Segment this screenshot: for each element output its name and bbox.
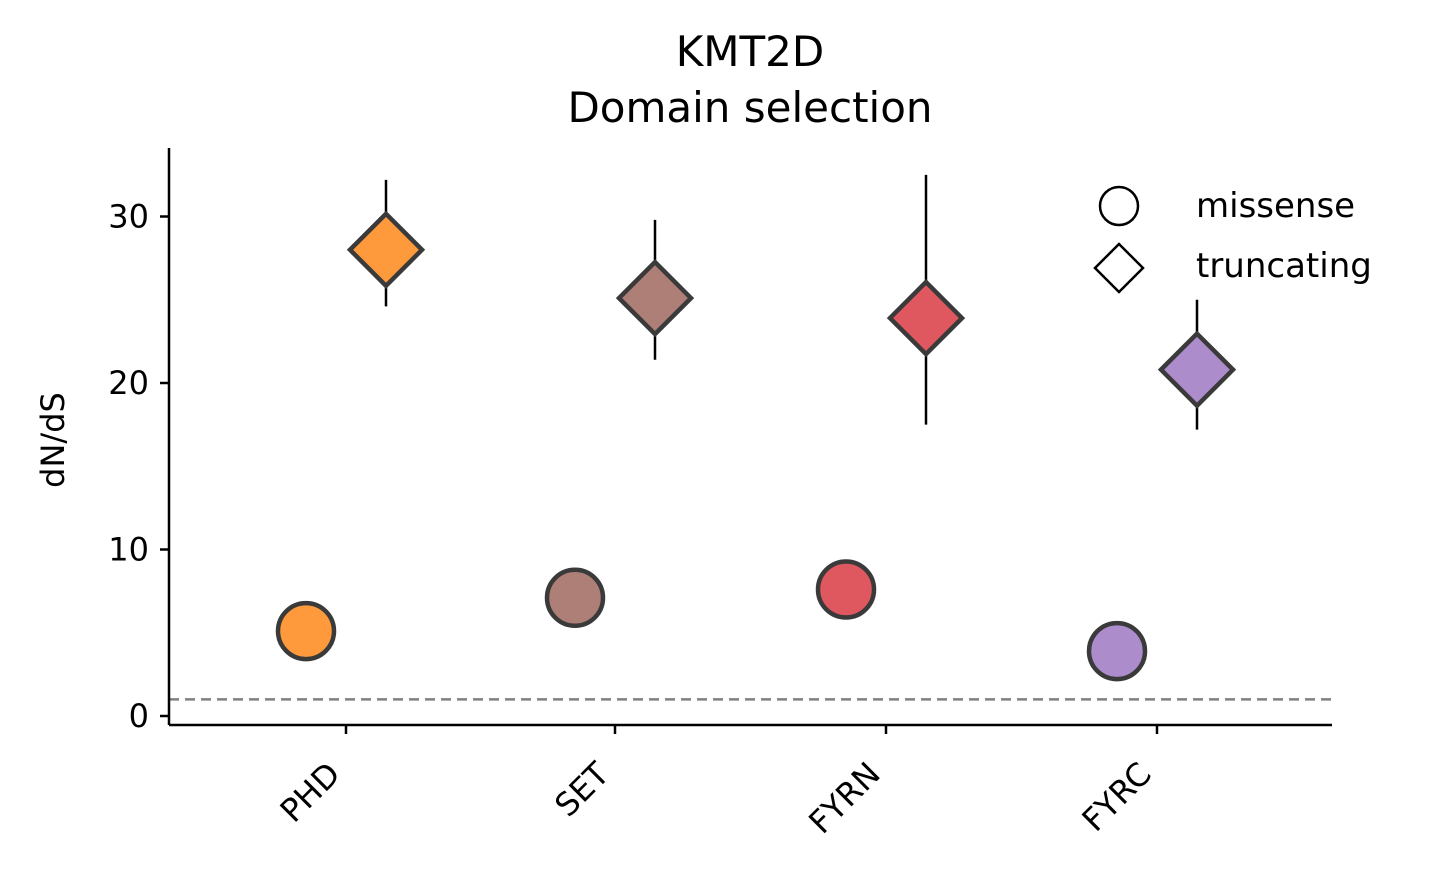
axes [167, 148, 1332, 727]
y-tick-label: 0 [129, 697, 149, 735]
x-tick-label: FYRN [801, 755, 887, 841]
x-tick-label: PHD [273, 755, 348, 830]
x-tick-label: SET [547, 754, 617, 824]
x-tick-label: FYRC [1075, 755, 1159, 839]
chart-title-line2: Domain selection [567, 83, 932, 132]
y-ticks: 0 10 20 30 [108, 198, 169, 735]
y-axis-label: dN/dS [34, 392, 72, 488]
x-ticks: PHD SET FYRN FYRC [273, 725, 1159, 841]
truncating-point [346, 210, 426, 289]
legend-truncating-marker [1093, 242, 1145, 294]
y-tick-label: 30 [108, 198, 149, 236]
data-markers [275, 210, 1237, 682]
y-tick-label: 20 [108, 364, 149, 402]
chart-title-line1: KMT2D [676, 27, 825, 76]
y-tick-label: 10 [108, 531, 149, 569]
chart-title: KMT2D Domain selection [567, 27, 932, 132]
truncating-point [886, 278, 966, 358]
legend: missense truncating [1093, 185, 1372, 294]
legend-missense-label: missense [1196, 186, 1355, 226]
missense-point [815, 559, 877, 620]
legend-truncating-label: truncating [1196, 246, 1372, 286]
legend-missense-marker [1098, 185, 1140, 227]
missense-point [544, 567, 606, 629]
truncating-point [615, 258, 695, 338]
missense-point [275, 600, 337, 662]
missense-point [1086, 620, 1148, 682]
truncating-point [1157, 330, 1237, 409]
error-bars [384, 174, 1199, 430]
